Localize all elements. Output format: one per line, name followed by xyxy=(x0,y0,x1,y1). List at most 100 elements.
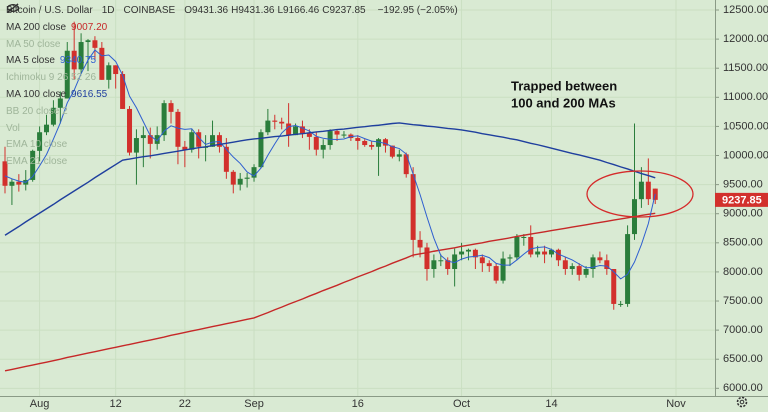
highlight-ellipse xyxy=(586,170,694,218)
candle-body xyxy=(182,146,188,150)
y-tick-label: 10000.00 xyxy=(723,149,768,161)
ohlc-value: H9431.36 xyxy=(231,5,275,16)
y-tick-label: 6000.00 xyxy=(723,382,763,394)
legend-value: 9616.55 xyxy=(71,88,108,100)
candle-body xyxy=(334,131,340,135)
candle-body xyxy=(396,154,402,157)
candle-body xyxy=(452,254,458,270)
x-tick-label: 14 xyxy=(545,398,557,410)
candle-body xyxy=(258,132,264,168)
candle-body xyxy=(417,239,423,248)
eye xyxy=(7,4,19,12)
ohlc-value: L9166.46 xyxy=(277,5,320,16)
eye-slash xyxy=(7,3,19,13)
candle-body xyxy=(548,249,554,255)
candle-body xyxy=(410,174,416,240)
legend-item: EMA 10 close xyxy=(6,3,462,154)
candle-body xyxy=(299,126,305,134)
candle-body xyxy=(472,249,478,258)
price-tag-label: 9237.85 xyxy=(722,194,762,206)
candle-body xyxy=(645,181,651,200)
x-tick-label: Sep xyxy=(244,398,264,410)
legend-item: MA 100 close 9616.55 xyxy=(6,87,462,104)
y-tick-label: 8000.00 xyxy=(723,266,763,278)
legend-item: EMA 21 close xyxy=(6,3,462,171)
candle-body xyxy=(30,150,36,180)
candle-body xyxy=(286,123,292,136)
candle-body xyxy=(44,124,50,133)
candle-body xyxy=(355,138,361,141)
x-tick-label: Nov xyxy=(666,398,686,410)
candle-body xyxy=(583,269,589,275)
candle-body xyxy=(133,138,139,153)
gear-hub xyxy=(739,399,745,405)
candle-body xyxy=(71,50,77,70)
candle-body xyxy=(521,236,527,238)
price-tag xyxy=(715,192,768,207)
legend-name: MA 50 close xyxy=(6,38,61,50)
legend-name: MA 200 close xyxy=(6,21,67,33)
candle-body xyxy=(535,251,541,255)
ma-line xyxy=(4,122,656,236)
candle-body xyxy=(597,257,603,261)
y-tick-label: 11000.00 xyxy=(723,91,768,103)
candle-body xyxy=(493,266,499,281)
candle-body xyxy=(223,146,229,172)
candle-body xyxy=(210,135,216,147)
candle-body xyxy=(272,120,278,122)
candle-body xyxy=(16,181,22,185)
legend: Bitcoin / U.S. Dollar 1D COINBASE O9431.… xyxy=(6,3,462,171)
candle-body xyxy=(37,132,43,151)
candle-body xyxy=(507,257,513,259)
candle-body xyxy=(604,260,610,270)
legend-item: BB 20 close 2 xyxy=(6,3,462,121)
legend-name: Vol xyxy=(6,122,20,134)
candle-body xyxy=(465,249,471,252)
candle-body xyxy=(265,120,271,133)
legend-header: Bitcoin / U.S. Dollar 1D COINBASE O9431.… xyxy=(6,3,462,20)
candle-body xyxy=(528,236,534,255)
legend-name: EMA 10 close xyxy=(6,139,68,151)
candle-body xyxy=(320,145,326,150)
legend-item: Ichimoku 9 26 52 26 xyxy=(6,3,462,87)
exchange: COINBASE xyxy=(123,5,176,16)
candle-body xyxy=(57,98,63,108)
y-tick-label: 10500.00 xyxy=(723,120,768,132)
legend-name: EMA 21 close xyxy=(6,156,68,168)
x-tick-label: 22 xyxy=(179,398,191,410)
x-tick-label: Aug xyxy=(30,398,50,410)
candle-body xyxy=(514,236,520,258)
candle-body xyxy=(2,161,8,186)
candle-body xyxy=(196,132,202,147)
candle-body xyxy=(362,140,368,146)
candle-body xyxy=(500,258,506,281)
candle-body xyxy=(341,134,347,136)
candle-body xyxy=(251,167,257,178)
candle-body xyxy=(64,50,70,99)
candle-body xyxy=(279,121,285,124)
candle-body xyxy=(327,131,333,146)
ohlc: O9431.36 H9431.36 L9166.46 C9237.85 xyxy=(184,3,368,20)
ma-line xyxy=(4,212,656,372)
y-tick-label: 6500.00 xyxy=(723,353,763,365)
interval: 1D xyxy=(101,5,115,16)
candle-body xyxy=(216,135,222,147)
candle-body xyxy=(562,260,568,270)
candle-body xyxy=(50,107,56,125)
candle-body xyxy=(376,139,382,147)
legend-item: Vol xyxy=(6,3,462,138)
candle-body xyxy=(237,178,243,185)
y-tick-label: 8500.00 xyxy=(723,237,763,249)
legend-name: MA 100 close xyxy=(6,88,67,100)
axes: 6000.00 6500.00 7000.00 7500.00 8000.00 8500.… xyxy=(30,4,768,410)
candle-body xyxy=(293,126,299,136)
candle-body xyxy=(147,135,153,144)
annotation: Trapped between xyxy=(511,78,617,93)
candle-body xyxy=(175,111,181,147)
candle-body xyxy=(244,177,250,179)
settings-icon[interactable] xyxy=(736,396,748,408)
candle-body xyxy=(313,136,319,150)
visibility-icon[interactable] xyxy=(6,3,20,13)
legend-value: 9340.75 xyxy=(59,55,97,67)
